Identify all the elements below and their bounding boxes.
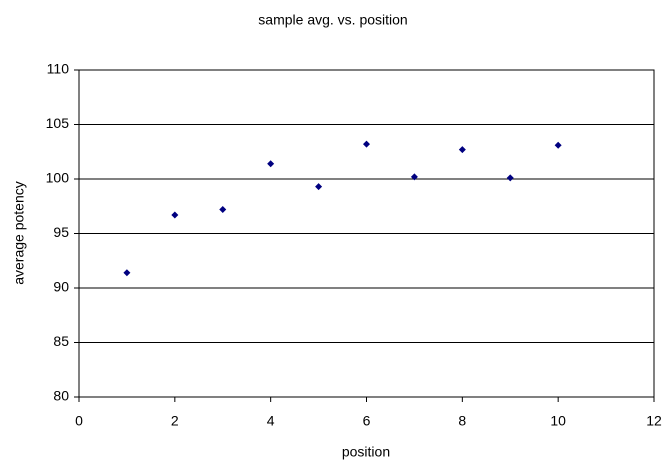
x-axis-label: position	[342, 444, 390, 460]
y-tick-label: 100	[46, 170, 70, 186]
y-tick-label: 110	[47, 61, 70, 77]
x-tick-label: 4	[267, 413, 275, 429]
y-tick-label: 95	[53, 224, 69, 240]
x-tick-label: 2	[171, 413, 179, 429]
point	[267, 160, 275, 168]
point	[219, 206, 227, 214]
x-tick-label: 10	[550, 413, 566, 429]
y-tick-label: 85	[53, 333, 69, 349]
point	[554, 141, 562, 149]
y-axis-label: average potency	[11, 181, 27, 285]
point	[458, 146, 466, 154]
point	[410, 173, 418, 181]
x-tick-label: 0	[75, 413, 83, 429]
point	[123, 269, 131, 277]
plot-border	[78, 69, 655, 398]
y-tick-label: 80	[53, 388, 69, 404]
x-tick-label: 12	[646, 413, 662, 429]
x-tick-label: 8	[458, 413, 466, 429]
y-tick-label: 90	[53, 279, 69, 295]
point	[171, 211, 179, 219]
point	[506, 174, 514, 182]
chart-title: sample avg. vs. position	[258, 12, 407, 28]
point	[315, 183, 323, 191]
y-tick-label: 105	[46, 115, 70, 131]
point	[363, 140, 370, 148]
x-tick-label: 6	[363, 413, 371, 429]
